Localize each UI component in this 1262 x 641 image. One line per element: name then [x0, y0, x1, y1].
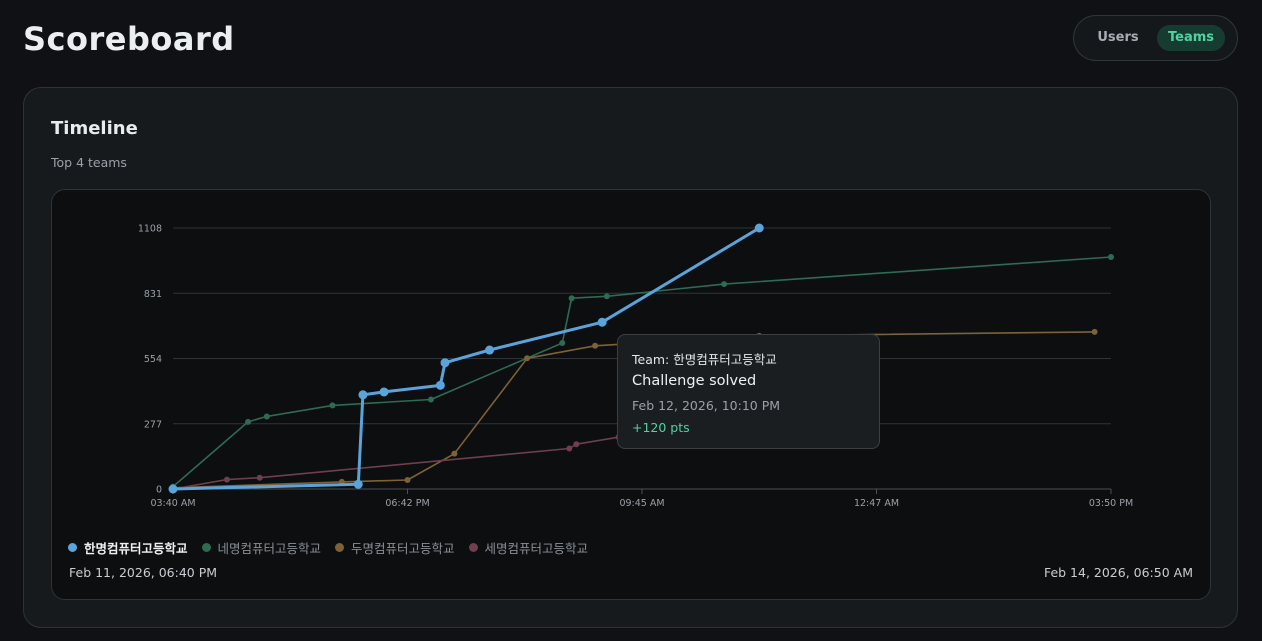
data-point [568, 295, 575, 302]
view-toggle: Users Teams [1073, 15, 1238, 61]
tooltip-time: Feb 12, 2026, 10:10 PM [632, 398, 781, 413]
tooltip-points: +120 pts [632, 420, 690, 435]
legend-dot-icon [68, 542, 77, 552]
y-tick-label: 831 [144, 289, 162, 300]
toggle-users-button[interactable]: Users [1097, 30, 1139, 45]
data-point [451, 450, 458, 457]
data-point [485, 345, 495, 355]
chart-legend: 한명컴퓨터고등학교 네명컴퓨터고등학교 두명컴퓨터고등학교 세명컴퓨터고등학교 [68, 537, 588, 557]
data-point [603, 293, 610, 300]
legend-label: 두명컴퓨터고등학교 [351, 540, 455, 556]
legend-item[interactable]: 두명컴퓨터고등학교 [335, 538, 455, 557]
x-tick-label: 06:42 PM [385, 498, 429, 509]
data-point [559, 339, 566, 346]
legend-dot-icon [201, 542, 211, 552]
legend-item[interactable]: 한명컴퓨터고등학교 [68, 538, 188, 557]
data-point [379, 387, 389, 397]
series-line [172, 436, 620, 490]
data-point [597, 317, 607, 327]
x-tick-label: 03:40 AM [150, 498, 195, 509]
chart-tooltip: Team: 한명컴퓨터고등학교 Challenge solved Feb 12,… [617, 334, 880, 449]
data-point [573, 441, 580, 448]
y-tick-label: 0 [156, 485, 162, 496]
y-tick-label: 277 [144, 419, 162, 430]
data-point [721, 281, 728, 288]
data-point [566, 445, 573, 452]
toggle-teams-button[interactable]: Teams [1157, 25, 1225, 51]
legend-dot-icon [468, 542, 478, 552]
card-subtitle: Top 4 teams [51, 155, 127, 170]
chart-container: 0 277 554 831 1108 03:40 AM 06:42 PM 09:45 AM 12… [51, 189, 1211, 600]
data-point [440, 358, 450, 368]
tooltip-team: Team: 한명컴퓨터고등학교 [632, 352, 777, 367]
legend-label: 한명컴퓨터고등학교 [84, 540, 188, 556]
data-point [168, 484, 178, 494]
data-point [223, 476, 230, 483]
x-tick-label: 03:50 PM [1089, 498, 1133, 509]
data-point [358, 390, 368, 400]
card-title: Timeline [51, 118, 138, 139]
data-point [592, 342, 599, 349]
range-start: Feb 11, 2026, 06:40 PM [69, 565, 218, 580]
legend-label: 세명컴퓨터고등학교 [484, 540, 589, 556]
data-point [329, 402, 336, 409]
data-point [435, 380, 445, 390]
data-point [245, 418, 252, 425]
series-line [172, 256, 1112, 488]
x-tick-label: 12:47 AM [854, 498, 899, 509]
range-end: Feb 14, 2026, 06:50 AM [1043, 565, 1193, 580]
data-point [1108, 253, 1114, 260]
timeline-chart[interactable]: 0 277 554 831 1108 03:40 AM 06:42 PM 09:45 AM 12… [52, 190, 1212, 530]
data-point [524, 355, 531, 362]
data-point [404, 477, 411, 484]
y-tick-label: 1108 [138, 224, 162, 235]
y-tick-label: 554 [144, 354, 162, 365]
data-point [427, 396, 434, 403]
tooltip-event: Challenge solved [632, 373, 757, 389]
data-point [263, 413, 270, 420]
data-point [1091, 328, 1098, 335]
legend-item[interactable]: 네명컴퓨터고등학교 [201, 538, 322, 557]
legend-label: 네명컴퓨터고등학교 [217, 540, 322, 556]
timeline-card: Timeline Top 4 teams 0 277 554 831 1108 03:40… [23, 87, 1238, 628]
legend-dot-icon [335, 542, 345, 552]
x-tick-label: 09:45 AM [619, 498, 664, 509]
data-point [754, 223, 764, 233]
legend-item[interactable]: 세명컴퓨터고등학교 [468, 538, 589, 557]
data-point [256, 474, 263, 481]
page-title: Scoreboard [23, 20, 235, 58]
data-point [353, 479, 363, 489]
